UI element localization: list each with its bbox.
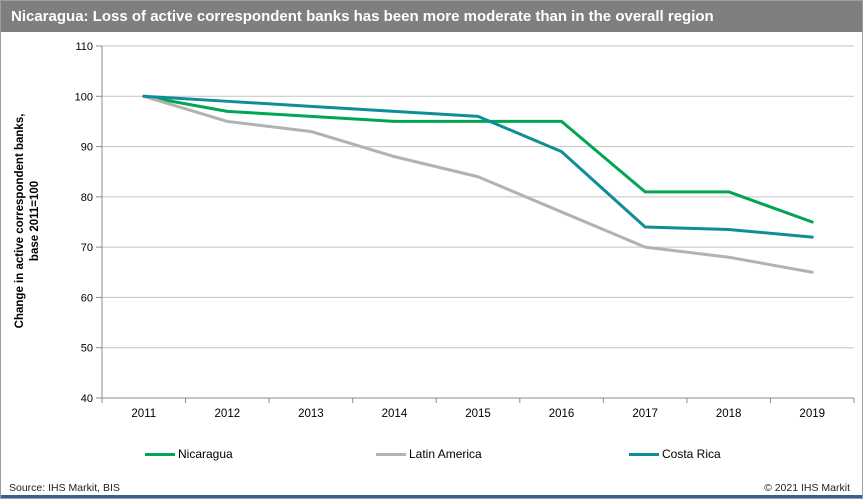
line-chart-plot: 110 100 90 80 70 60 50 40 2011 2012 2013 2014 2015 20… <box>75 41 855 420</box>
series-line-nicaragua <box>142 94 814 224</box>
legend-label-nicaragua: Nicaragua <box>178 447 233 461</box>
x-tick-label: 2017 <box>632 408 658 420</box>
y-tick-label: 70 <box>81 242 93 254</box>
x-tick-label: 2019 <box>799 408 825 420</box>
y-tick-label: 50 <box>81 343 93 355</box>
x-tick-label: 2011 <box>131 408 156 420</box>
y-tick-label: 40 <box>81 393 93 405</box>
x-tick-label: 2018 <box>716 408 742 420</box>
legend-swatch-nicaragua <box>145 452 175 456</box>
y-tick-label: 80 <box>81 192 93 204</box>
legend-label-latin-america: Latin America <box>409 447 482 461</box>
y-tick-label: 90 <box>81 142 93 154</box>
source-note: Source: IHS Markit, BIS <box>9 482 120 494</box>
x-tick-label: 2012 <box>215 408 241 420</box>
legend-swatch-latin-america <box>376 452 406 456</box>
accent-bar <box>1 495 862 498</box>
x-tick-label: 2014 <box>382 408 408 420</box>
y-tick-label: 100 <box>75 91 93 103</box>
legend-item-nicaragua: Nicaragua <box>145 447 233 461</box>
y-tick-label: 60 <box>81 292 93 304</box>
chart-title: Nicaragua: Loss of active correspondent … <box>1 1 862 32</box>
x-tick-label: 2016 <box>549 408 575 420</box>
legend-label-costa-rica: Costa Rica <box>662 447 721 461</box>
series-line-latin-america <box>142 94 814 274</box>
x-tick-label: 2015 <box>465 408 491 420</box>
y-tick-label: 110 <box>75 41 93 53</box>
legend-item-latin-america: Latin America <box>376 447 482 461</box>
legend-item-costa-rica: Costa Rica <box>629 447 721 461</box>
copyright-note: © 2021 IHS Markit <box>764 482 850 494</box>
x-tick-label: 2013 <box>298 408 324 420</box>
series-line-costa-rica <box>142 94 814 239</box>
legend-swatch-costa-rica <box>629 452 659 456</box>
